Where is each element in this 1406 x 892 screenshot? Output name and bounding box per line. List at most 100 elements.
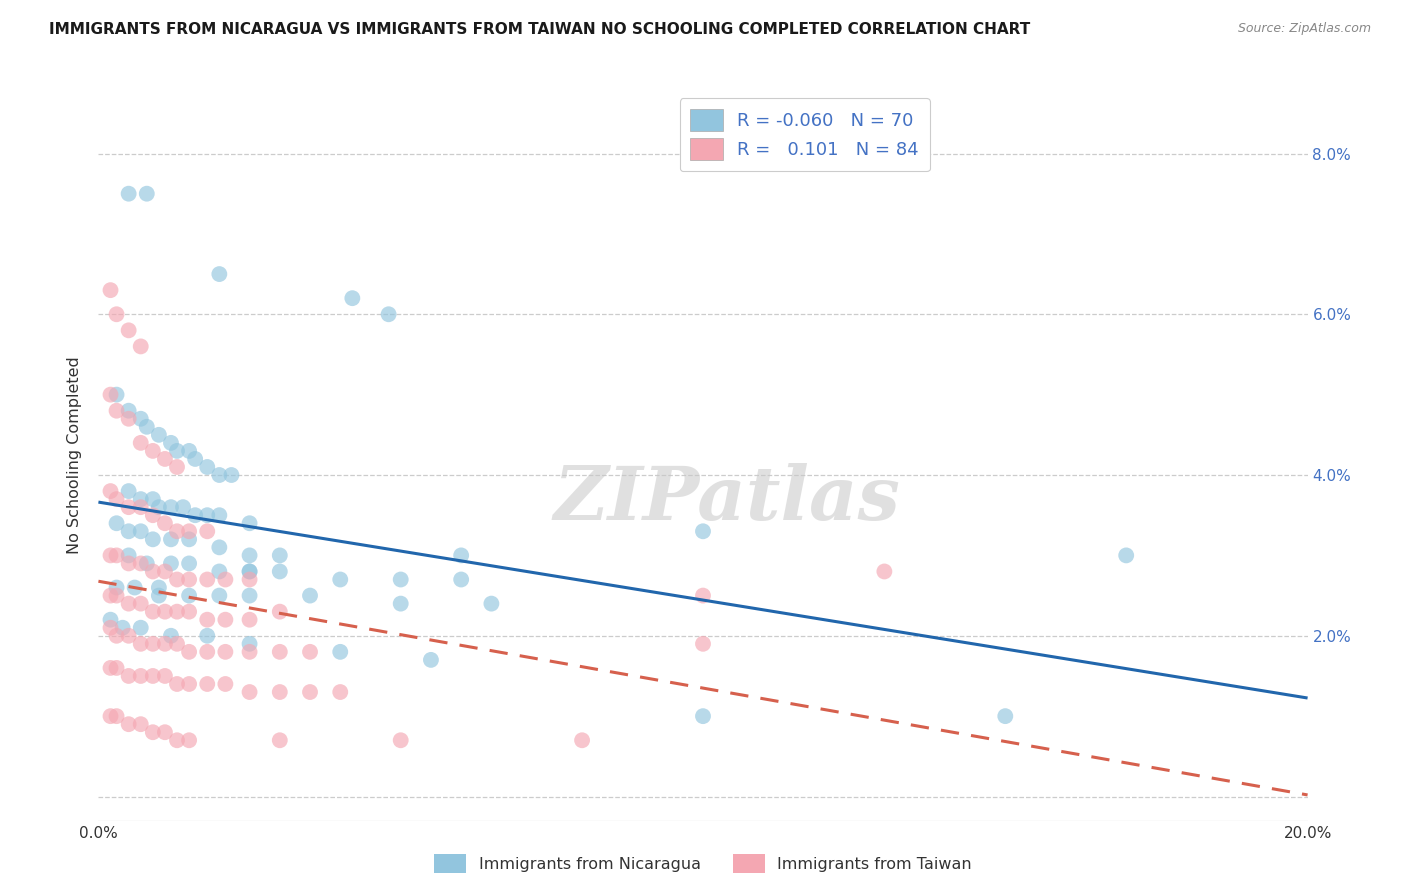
Point (166, 733, 188, 747)
Point (208, 468, 231, 483)
Point (118, 186, 141, 201)
Point (105, 581, 128, 595)
Text: ZIPatlas: ZIPatlas (554, 463, 901, 535)
Point (129, 597, 152, 611)
Point (105, 516, 128, 531)
Point (166, 524, 188, 539)
Point (148, 427, 170, 442)
Point (195, 645, 218, 659)
Point (269, 549, 291, 563)
Point (118, 717, 141, 731)
Point (142, 508, 165, 523)
Point (129, 492, 152, 507)
Point (195, 573, 218, 587)
Point (166, 637, 188, 651)
Point (299, 645, 322, 659)
Point (214, 573, 236, 587)
Point (208, 508, 231, 523)
Point (153, 452, 176, 467)
Point (100, 613, 122, 627)
Point (239, 565, 262, 579)
Point (160, 435, 183, 450)
Point (184, 508, 207, 523)
Legend: R = -0.060   N = 70, R =   0.101   N = 84: R = -0.060 N = 70, R = 0.101 N = 84 (679, 98, 929, 171)
Point (118, 669, 141, 683)
Point (100, 484, 122, 499)
Point (166, 605, 188, 619)
Point (105, 589, 128, 603)
Point (148, 589, 170, 603)
Point (111, 621, 134, 635)
Point (142, 669, 165, 683)
Point (692, 709, 714, 723)
Point (100, 283, 122, 297)
Point (179, 524, 201, 539)
Point (269, 685, 291, 699)
Point (142, 637, 165, 651)
Point (420, 653, 443, 667)
Point (105, 492, 128, 507)
Point (1115, 549, 1137, 563)
Point (329, 573, 352, 587)
Point (129, 621, 152, 635)
Point (208, 565, 231, 579)
Point (153, 637, 176, 651)
Point (118, 403, 141, 417)
Point (118, 484, 141, 499)
Point (214, 677, 236, 691)
Point (692, 637, 714, 651)
Point (208, 267, 231, 281)
Point (377, 307, 399, 321)
Legend: Immigrants from Nicaragua, Immigrants from Taiwan: Immigrants from Nicaragua, Immigrants fr… (427, 847, 979, 880)
Point (129, 411, 152, 425)
Point (195, 613, 218, 627)
Point (195, 460, 218, 475)
Point (166, 443, 188, 458)
Point (269, 645, 291, 659)
Point (100, 549, 122, 563)
Point (118, 597, 141, 611)
Point (124, 581, 146, 595)
Point (329, 685, 352, 699)
Point (160, 629, 183, 643)
Point (118, 557, 141, 571)
Point (450, 573, 472, 587)
Point (184, 452, 207, 467)
Point (299, 589, 322, 603)
Point (118, 629, 141, 643)
Point (105, 709, 128, 723)
Point (153, 669, 176, 683)
Point (221, 468, 243, 483)
Text: IMMIGRANTS FROM NICARAGUA VS IMMIGRANTS FROM TAIWAN NO SCHOOLING COMPLETED CORRE: IMMIGRANTS FROM NICARAGUA VS IMMIGRANTS … (49, 22, 1031, 37)
Point (389, 733, 412, 747)
Point (994, 709, 1017, 723)
Point (105, 387, 128, 401)
Point (239, 549, 262, 563)
Point (129, 669, 152, 683)
Point (153, 565, 176, 579)
Point (239, 516, 262, 531)
Point (179, 589, 201, 603)
Point (129, 524, 152, 539)
Point (129, 339, 152, 353)
Point (142, 443, 165, 458)
Point (142, 725, 165, 739)
Point (153, 725, 176, 739)
Point (160, 557, 183, 571)
Point (118, 549, 141, 563)
Point (179, 733, 201, 747)
Point (153, 516, 176, 531)
Point (239, 685, 262, 699)
Point (166, 460, 188, 475)
Point (129, 435, 152, 450)
Point (195, 677, 218, 691)
Point (118, 524, 141, 539)
Point (105, 661, 128, 675)
Point (135, 186, 157, 201)
Point (239, 589, 262, 603)
Point (481, 597, 503, 611)
Point (269, 605, 291, 619)
Point (172, 500, 194, 515)
Point (179, 605, 201, 619)
Point (100, 709, 122, 723)
